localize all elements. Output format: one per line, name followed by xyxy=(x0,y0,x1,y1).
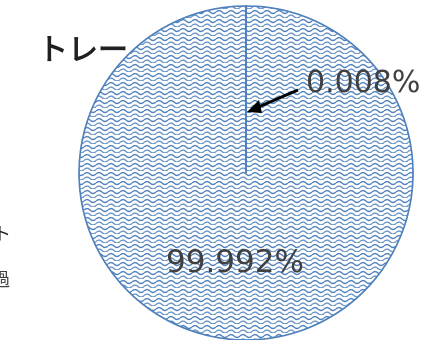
left-edge-fragment-bottom: 過 xyxy=(0,270,10,291)
left-edge-fragment-top: ト xyxy=(0,224,11,245)
slice-arrow xyxy=(247,88,299,113)
pie-slices xyxy=(78,5,414,340)
data-label-large-slice: 99.992% xyxy=(166,244,304,280)
data-label-small-slice: 0.008% xyxy=(306,65,420,100)
category-label: トレー xyxy=(38,33,128,68)
